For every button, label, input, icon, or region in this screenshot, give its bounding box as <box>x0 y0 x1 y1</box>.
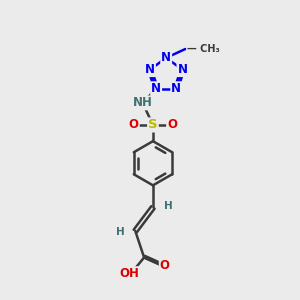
Text: N: N <box>145 63 155 76</box>
Text: O: O <box>160 259 170 272</box>
Text: N: N <box>171 82 181 95</box>
Text: O: O <box>167 118 177 131</box>
Text: OH: OH <box>119 267 139 280</box>
Text: N: N <box>151 82 161 95</box>
Text: O: O <box>129 118 139 131</box>
Text: N: N <box>161 51 171 64</box>
Text: N: N <box>177 63 188 76</box>
Text: NH: NH <box>133 96 153 110</box>
Text: H: H <box>116 227 124 237</box>
Text: S: S <box>148 118 158 131</box>
Text: — CH₃: — CH₃ <box>187 44 220 54</box>
Text: H: H <box>164 201 172 211</box>
